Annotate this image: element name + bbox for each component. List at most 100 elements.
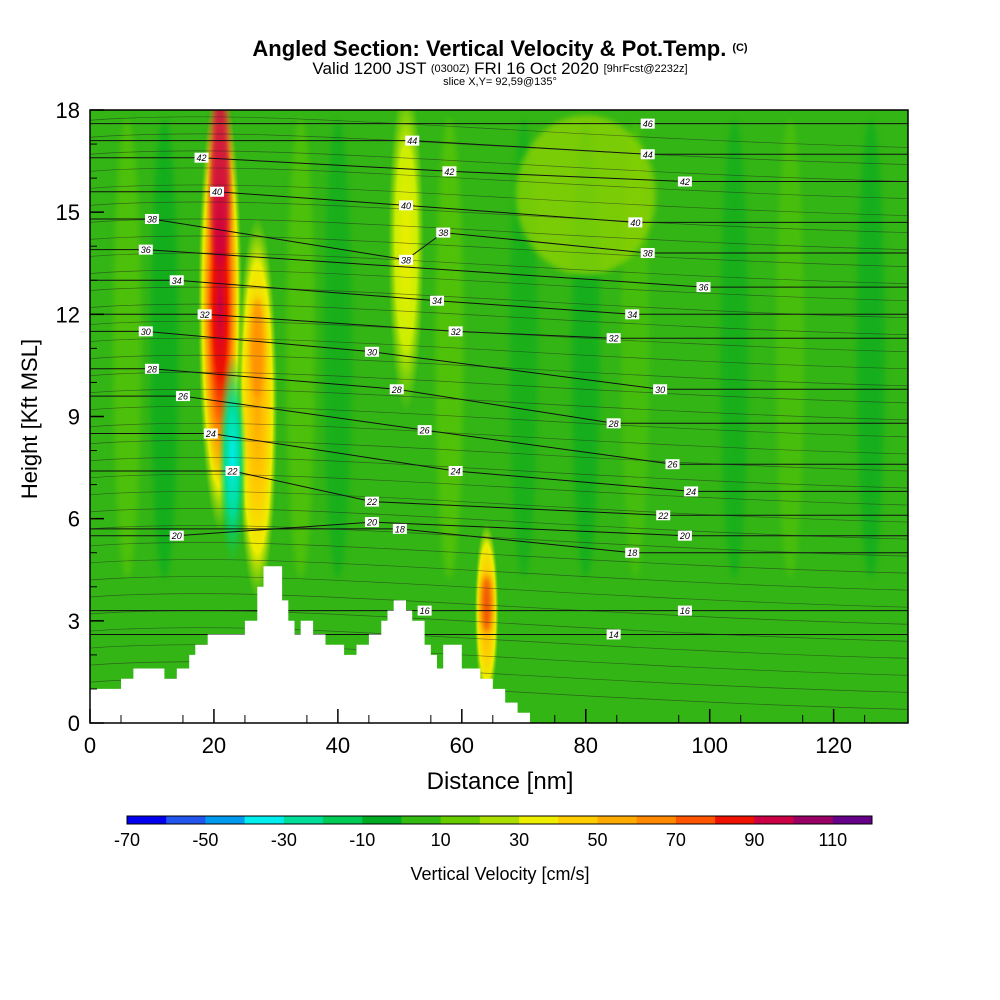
contour-label: 24 — [450, 466, 461, 476]
contour-label-box — [169, 275, 184, 286]
contour-label-box — [628, 217, 643, 228]
contour-label: 40 — [212, 187, 222, 197]
colorbar-tick-label: 30 — [509, 830, 529, 850]
contour-label: 32 — [609, 334, 619, 344]
contour-label-box — [606, 333, 621, 344]
field-texture-band — [286, 118, 315, 579]
contour-label: 22 — [227, 466, 238, 476]
colorbar-swatch — [323, 816, 363, 824]
contour-label: 26 — [667, 460, 678, 470]
field-texture-band — [856, 118, 885, 579]
contour-label: 20 — [366, 518, 377, 528]
contour-label-box — [194, 152, 209, 163]
theta-contour — [90, 218, 908, 261]
theta-contour — [90, 528, 908, 554]
theta-contour-minor — [90, 133, 908, 165]
contour-label-box — [625, 547, 640, 558]
theta-contour-minor — [90, 593, 908, 625]
contour-label-box — [656, 510, 671, 521]
updraft-core — [481, 575, 492, 632]
contour-label-box — [430, 295, 445, 306]
colorbar-swatch — [244, 816, 285, 824]
colorbar-swatch — [362, 816, 402, 824]
contour-label-box — [197, 309, 212, 320]
contour-label: 36 — [698, 283, 708, 293]
contour-label-box — [448, 326, 463, 337]
contour-label-box — [364, 496, 379, 507]
x-tick-label: 80 — [574, 733, 598, 758]
contour-label-box — [640, 248, 655, 259]
contour-label: 28 — [608, 419, 619, 429]
contour-label-box — [653, 384, 668, 395]
theta-contour-minor — [90, 252, 908, 285]
slice-info: slice X,Y= 92,59@135° — [443, 76, 557, 88]
colorbar-swatch — [715, 816, 755, 824]
contour-label-box — [417, 425, 432, 436]
contour-label: 36 — [141, 245, 151, 255]
theta-contour-minor — [90, 320, 908, 353]
contour-label-box — [175, 391, 190, 402]
x-tick-label: 60 — [450, 733, 474, 758]
colorbar-tick-label: -50 — [192, 830, 218, 850]
updraft-core — [210, 110, 231, 269]
theta-contour-minor — [90, 337, 908, 370]
contour-label: 38 — [438, 228, 448, 238]
downdraft-feature — [218, 352, 247, 566]
contour-label-box — [442, 166, 457, 177]
colorbar-tick-label: -70 — [114, 830, 140, 850]
theta-contour-minor — [90, 167, 908, 199]
theta-contour-minor — [90, 525, 908, 557]
contour-label: 16 — [420, 606, 430, 616]
y-axis-label: Height [Kft MSL] — [17, 338, 42, 500]
field-texture-band — [720, 118, 749, 579]
contour-label: 26 — [177, 392, 188, 402]
contour-label: 32 — [200, 310, 210, 320]
contour-label: 30 — [141, 327, 151, 337]
colorbar-swatch — [793, 816, 834, 824]
contour-label: 24 — [205, 429, 216, 439]
contour-label-box — [138, 326, 153, 337]
theta-contour-minor — [90, 439, 908, 472]
contour-label-box — [144, 363, 159, 374]
colorbar-swatch — [636, 816, 677, 824]
colorbar-frame — [126, 815, 873, 825]
contour-label-box — [606, 629, 621, 640]
contour-label: 28 — [146, 364, 157, 374]
contour-label: 28 — [391, 385, 402, 395]
colorbar-tick-label: -10 — [349, 830, 375, 850]
field-texture-band — [515, 115, 656, 276]
contour-label: 14 — [609, 630, 619, 640]
contour-label: 18 — [627, 548, 637, 558]
contour-label-box — [684, 486, 699, 497]
contour-label: 32 — [451, 327, 461, 337]
y-tick-label: 12 — [56, 302, 80, 327]
title-units: (C) — [732, 42, 748, 54]
forecast-info: [9hrFcst@2232z] — [603, 63, 688, 75]
contour-label-box — [203, 428, 218, 439]
contour-label: 42 — [444, 167, 454, 177]
contour-label: 38 — [401, 255, 411, 265]
contour-label: 22 — [366, 497, 377, 507]
valid-date: FRI 16 Oct 2020 — [474, 59, 599, 78]
theta-contour-minor — [90, 610, 908, 642]
colorbar-tick-label: 70 — [666, 830, 686, 850]
valid-time: Valid 1200 JST — [312, 59, 427, 78]
colorbar-swatch — [754, 816, 795, 824]
y-tick-label: 3 — [68, 609, 80, 634]
contour-label-box — [677, 605, 692, 616]
x-tick-label: 100 — [691, 733, 728, 758]
theta-contour-minor — [90, 184, 908, 216]
contour-label-box — [417, 605, 432, 616]
field-texture-band — [776, 118, 805, 579]
utc-time: (0300Z) — [430, 63, 470, 75]
theta-contour-minor — [90, 542, 908, 574]
colorbar-swatch — [127, 816, 167, 824]
x-tick-label: 120 — [815, 733, 852, 758]
contour-label-box — [665, 459, 680, 470]
contour-label-box — [696, 282, 711, 293]
colorbar-swatch — [832, 816, 873, 824]
theta-contour-minor — [90, 576, 908, 608]
contour-label: 22 — [657, 511, 668, 521]
contour-label: 42 — [680, 177, 690, 187]
theta-contour — [90, 249, 908, 288]
